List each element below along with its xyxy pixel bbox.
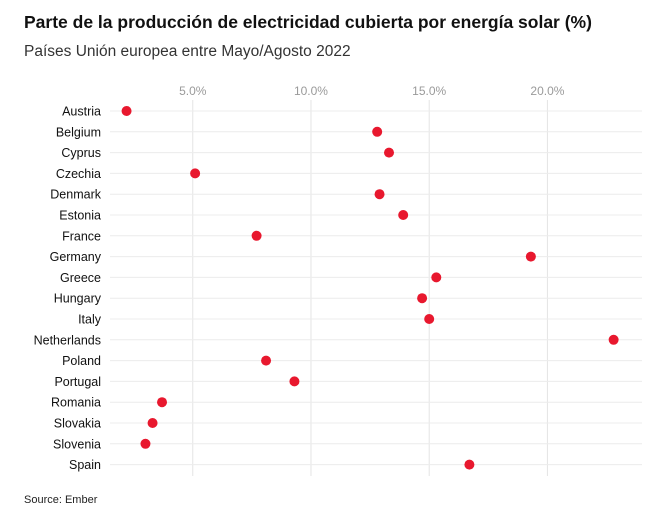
chart-title: Parte de la producción de electricidad c…	[24, 12, 592, 32]
category-label: Romania	[51, 396, 101, 410]
category-label: Belgium	[56, 125, 101, 139]
chart-subtitle: Países Unión europea entre Mayo/Agosto 2…	[24, 43, 351, 60]
category-label: Greece	[60, 271, 101, 285]
category-label: Czechia	[56, 167, 101, 181]
category-label: Germany	[50, 250, 102, 264]
source-note: Source: Ember	[24, 494, 98, 506]
data-point	[157, 397, 168, 408]
category-label: Netherlands	[34, 333, 101, 347]
category-label: Portugal	[54, 375, 101, 389]
category-label: Slovakia	[54, 417, 101, 431]
data-point	[424, 314, 435, 324]
category-label: France	[62, 229, 101, 243]
data-point	[525, 251, 536, 262]
category-label: Cyprus	[61, 146, 101, 160]
data-point	[121, 106, 132, 116]
category-label: Hungary	[54, 292, 102, 306]
data-point	[398, 210, 409, 220]
category-label: Denmark	[50, 188, 101, 202]
x-tick-label: 20.0%	[530, 84, 564, 98]
data-point	[608, 334, 619, 345]
data-point	[374, 189, 385, 200]
x-tick-label: 5.0%	[179, 84, 207, 98]
data-point	[147, 418, 158, 428]
category-label: Poland	[62, 354, 101, 368]
category-label: Italy	[78, 313, 102, 327]
data-point	[289, 376, 300, 387]
data-points	[121, 106, 619, 470]
category-label: Slovenia	[53, 437, 101, 451]
data-point	[372, 126, 383, 137]
data-point	[384, 147, 395, 158]
x-axis-ticks: 5.0% 10.0% 15.0% 20.0%	[179, 84, 565, 98]
data-point	[140, 438, 151, 449]
data-point	[417, 293, 428, 304]
category-labels: Austria Belgium Cyprus Czechia Denmark Estoni…	[34, 105, 102, 473]
x-tick-label: 10.0%	[294, 84, 328, 98]
grid-layer	[110, 100, 642, 476]
x-tick-label: 15.0%	[412, 84, 446, 98]
category-label: Austria	[62, 105, 101, 119]
category-label: Estonia	[59, 209, 101, 223]
data-point	[251, 230, 262, 241]
data-point	[190, 168, 201, 179]
category-label: Spain	[69, 458, 101, 472]
data-point	[261, 355, 272, 366]
data-point	[431, 272, 442, 283]
data-point	[464, 459, 475, 470]
